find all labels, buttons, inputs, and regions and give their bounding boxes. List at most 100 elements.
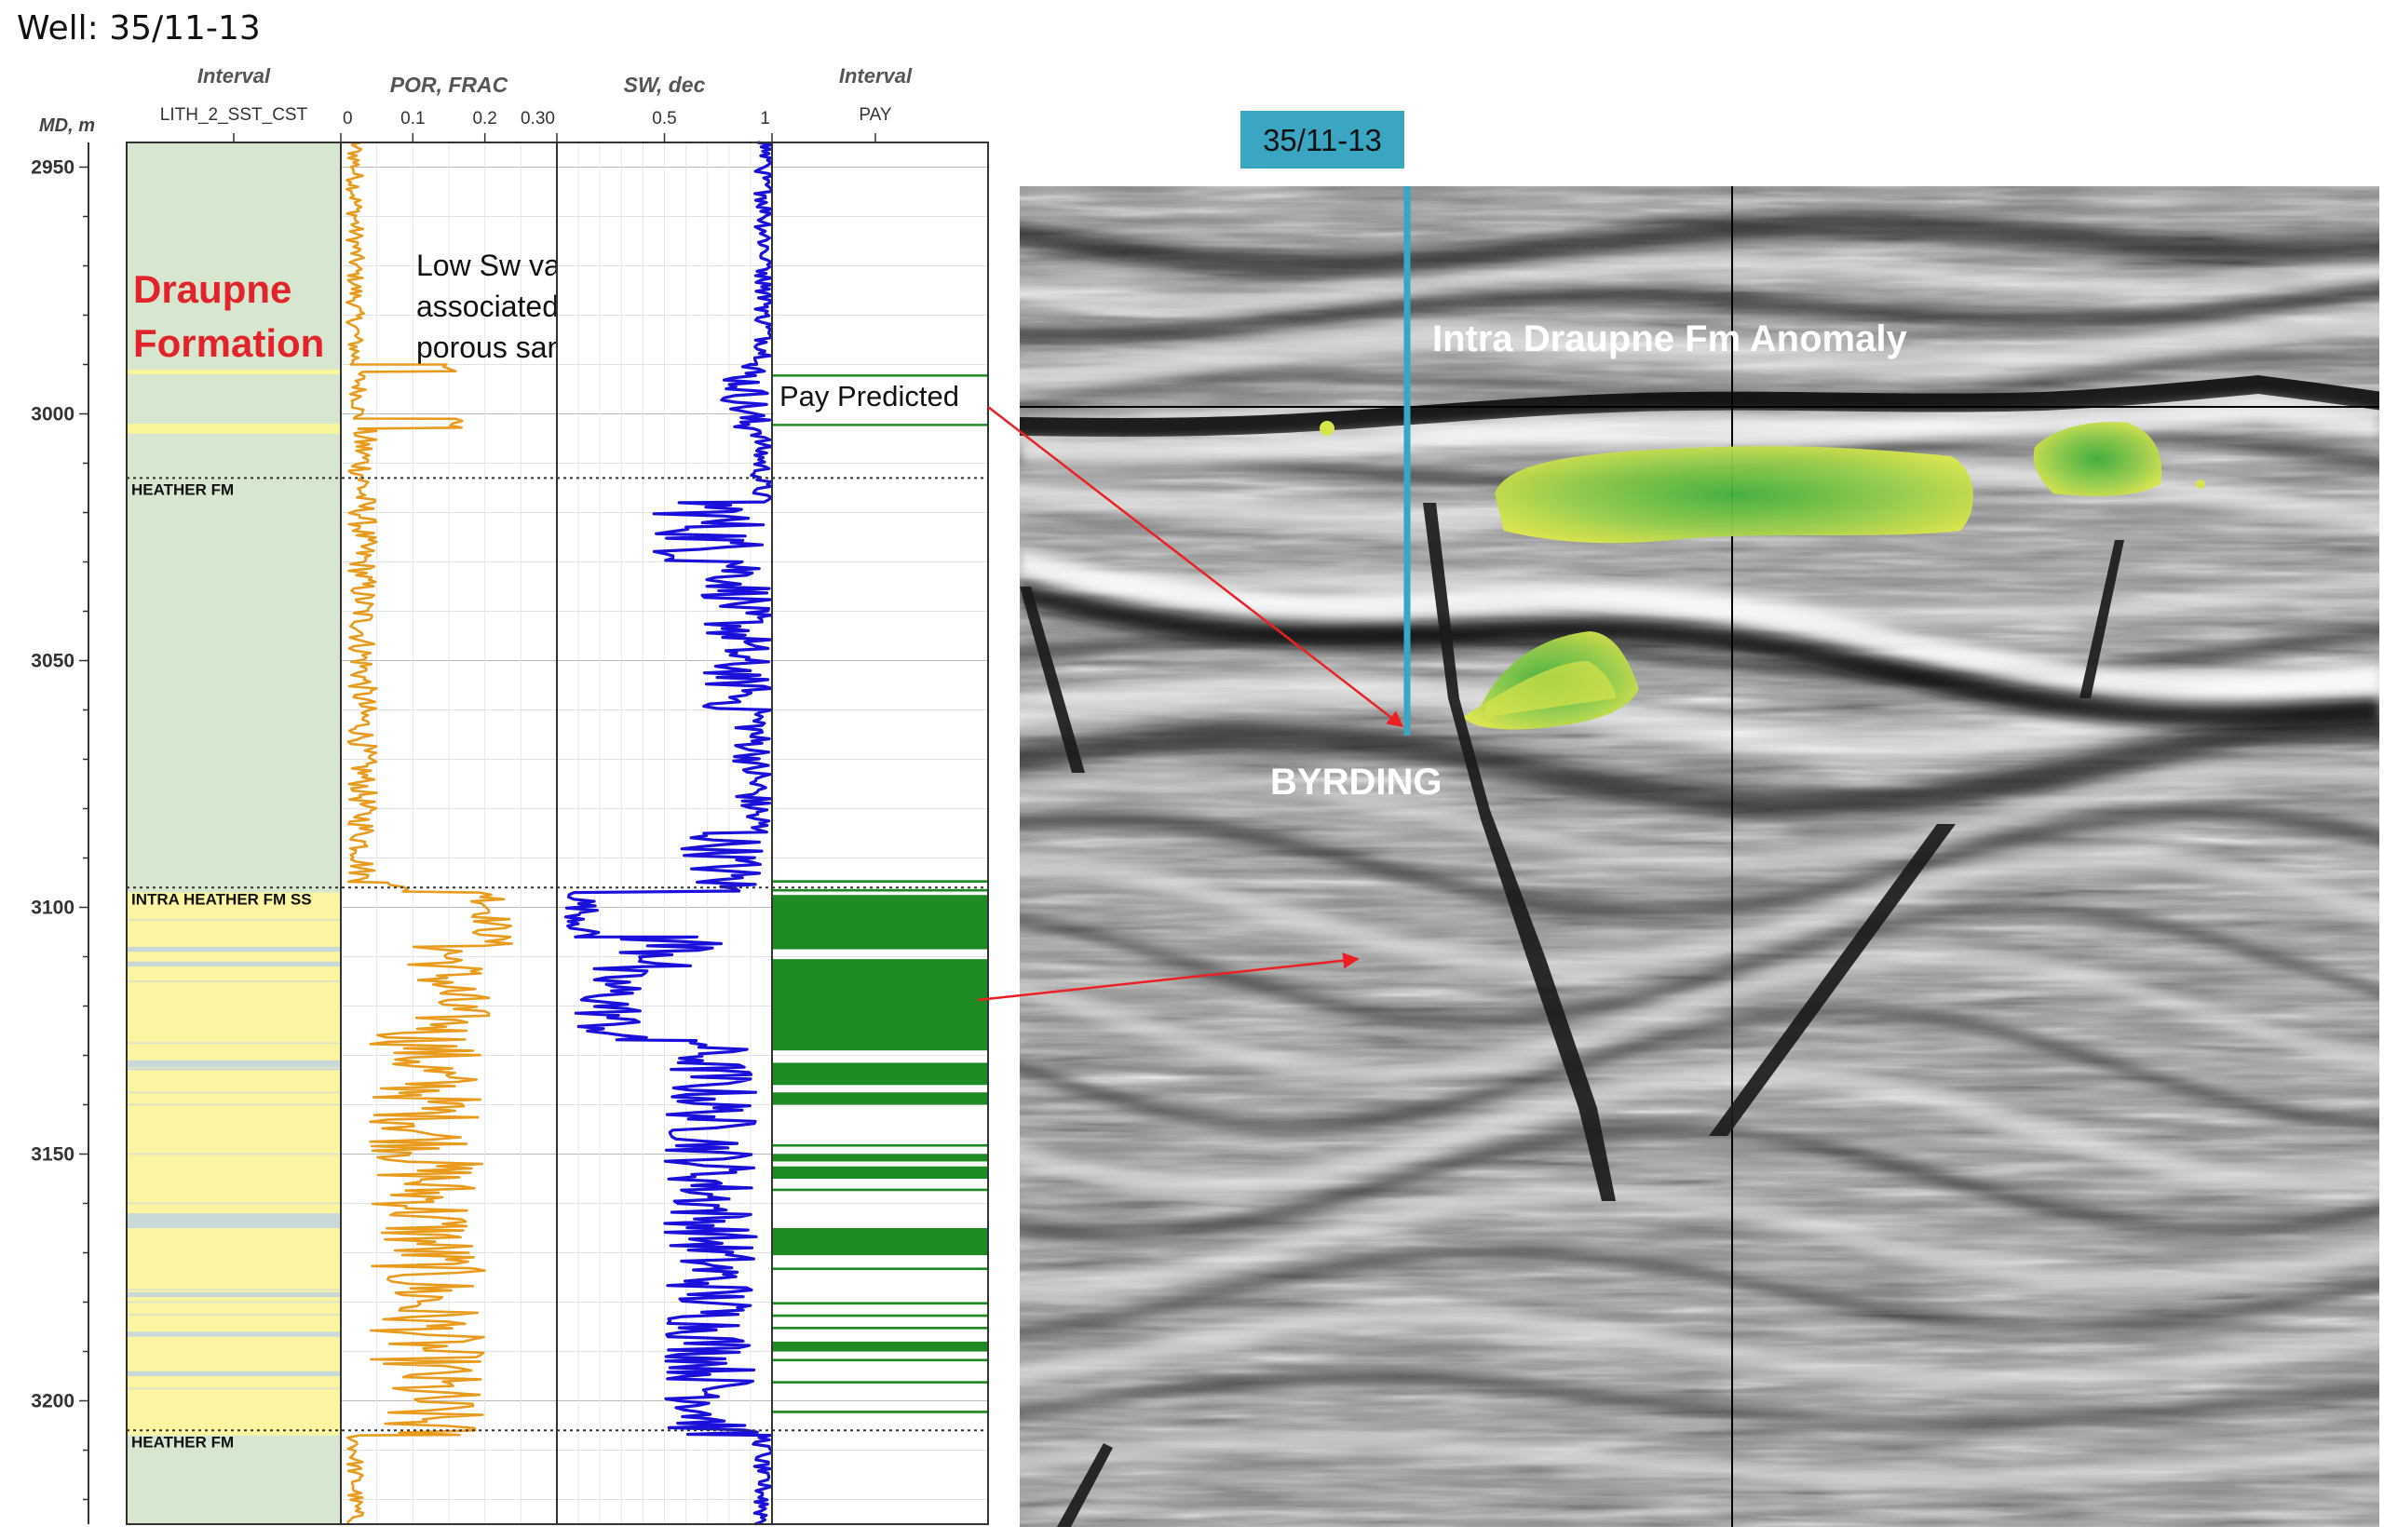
track-sw-tick-label: 0.5 xyxy=(652,109,676,128)
pay-interval xyxy=(772,1143,988,1147)
track-por-tick-label: 0.1 xyxy=(400,109,425,128)
anomaly-speck xyxy=(1320,421,1334,436)
depth-axis: MD, m 2950 3000 3050 3100 3150 3200 xyxy=(31,115,95,1524)
track-por-tick-label: 0 xyxy=(343,109,353,128)
seismic-reflector xyxy=(1020,305,2379,392)
lower-reflector-black xyxy=(1020,582,2379,728)
pay-interval xyxy=(772,1267,988,1271)
pay-interval xyxy=(772,1302,988,1305)
track-sw-curve xyxy=(563,141,774,1526)
formation-tops: HEATHER FM INTRA HEATHER FM SS HEATHER FM xyxy=(127,477,988,1451)
lith-interval xyxy=(127,1213,341,1228)
track-pay: Interval PAY Pay Predicted xyxy=(772,64,988,1524)
track-por-header: POR, FRAC xyxy=(390,73,508,97)
seismic-reflector xyxy=(1020,712,2379,819)
seismic-reflector xyxy=(1020,1182,2379,1300)
lith-interval xyxy=(127,892,341,1436)
seismic-reflector xyxy=(1020,1004,2379,1132)
pay-interval xyxy=(772,1327,988,1330)
track-por-tick-label: 0.30 xyxy=(521,109,555,128)
lith-interval xyxy=(127,961,341,967)
lith-interval xyxy=(127,1331,341,1337)
seismic-reflector xyxy=(1020,1122,2379,1242)
depth-tick-label: 2950 xyxy=(31,157,74,179)
track-pay-subheader: PAY xyxy=(859,105,892,125)
pay-interval xyxy=(772,1228,988,1256)
seismic-reflector xyxy=(1020,1432,2379,1489)
depth-tick-label: 3100 xyxy=(31,898,74,919)
seismic-reflector xyxy=(1020,1370,2379,1432)
depth-tick-label: 3200 xyxy=(31,1391,74,1412)
formation-label-line1: Draupne xyxy=(133,267,291,311)
byrding-label: BYRDING xyxy=(1270,762,1442,803)
lith-interval xyxy=(127,1060,341,1071)
track-pay-header: Interval xyxy=(839,64,913,88)
formation-label-line2: Formation xyxy=(133,321,324,365)
lower-reflector-white xyxy=(1020,549,2379,699)
anomaly-label: Intra Draupne Fm Anomaly xyxy=(1432,318,1907,359)
pay-interval xyxy=(772,959,988,1051)
well-title: Well: 35/11-13 xyxy=(17,9,261,47)
seismic-section: Intra Draupne Fm Anomaly BYRDING xyxy=(1020,186,2379,1527)
track-lith-subheader: LITH_2_SST_CST xyxy=(160,105,308,125)
seismic-reflector xyxy=(1020,804,2379,920)
pay-interval xyxy=(772,374,988,377)
depth-tick-label: 3050 xyxy=(31,651,74,672)
depth-tick-label: 3000 xyxy=(31,404,74,426)
seismic-image: Intra Draupne Fm Anomaly BYRDING xyxy=(1020,186,2379,1527)
lith-interval xyxy=(127,946,341,952)
depth-axis-label: MD, m xyxy=(39,115,95,136)
pay-predicted-label: Pay Predicted xyxy=(779,380,959,412)
pay-interval xyxy=(772,1381,988,1384)
pay-interval xyxy=(772,880,988,883)
pay-interval xyxy=(772,424,988,426)
pay-interval xyxy=(772,895,988,950)
track-sw-tick-label: 1 xyxy=(760,109,770,128)
track-lith-header: Interval xyxy=(197,64,271,88)
seismic-reflector xyxy=(1020,281,2379,345)
pay-interval xyxy=(772,1166,988,1179)
lith-interval xyxy=(127,1435,341,1524)
seismic-reflector xyxy=(1020,254,2379,315)
seismic-reflector xyxy=(1020,1306,2379,1390)
track-lith: Interval LITH_2_SST_CST Draupne Formation xyxy=(127,64,341,1524)
pay-interval xyxy=(772,1188,988,1192)
draupne-anomaly-east xyxy=(2033,422,2162,496)
pay-interval xyxy=(772,1154,988,1162)
track-sw-header: SW, dec xyxy=(624,73,706,97)
track-por-curve xyxy=(345,141,514,1525)
depth-tick-label: 3150 xyxy=(31,1144,74,1166)
fault-trace xyxy=(1423,503,1616,1201)
pay-background xyxy=(772,142,988,1524)
seismic-reflector xyxy=(1020,1244,2379,1339)
fault-trace xyxy=(1057,1443,1113,1527)
seismic-reflector xyxy=(1020,1062,2379,1196)
seismic-reflector xyxy=(1020,213,2379,277)
fault-trace xyxy=(1709,824,1956,1136)
lith-interval xyxy=(127,424,341,434)
track-por-tick-label: 0.2 xyxy=(472,109,496,128)
seismic-reflector xyxy=(1020,763,2379,871)
pay-interval xyxy=(772,1341,988,1352)
pay-interval xyxy=(772,1314,988,1317)
pay-interval xyxy=(772,888,988,892)
lith-interval xyxy=(127,1291,341,1298)
formation-top-label: HEATHER FM xyxy=(131,480,234,498)
formation-top-label: INTRA HEATHER FM SS xyxy=(131,890,312,908)
anomalies xyxy=(1320,421,2205,730)
pay-label-box xyxy=(774,378,986,425)
track-frame xyxy=(771,142,989,1525)
pay-interval xyxy=(772,1092,988,1105)
pay-interval xyxy=(772,1411,988,1413)
pay-interval xyxy=(772,1358,988,1362)
lith-interval xyxy=(127,369,341,375)
lith-interval xyxy=(127,142,341,893)
fault-trace xyxy=(2079,540,2124,698)
seismic-reflector xyxy=(1020,847,2379,977)
draupne-anomaly xyxy=(1495,446,1973,544)
pay-interval xyxy=(772,1062,988,1086)
byrding-anomaly-rim xyxy=(1485,661,1616,717)
well-log-panel: MD, m 2950 3000 3050 3100 3150 3200 Interval LIT… xyxy=(31,64,989,1526)
